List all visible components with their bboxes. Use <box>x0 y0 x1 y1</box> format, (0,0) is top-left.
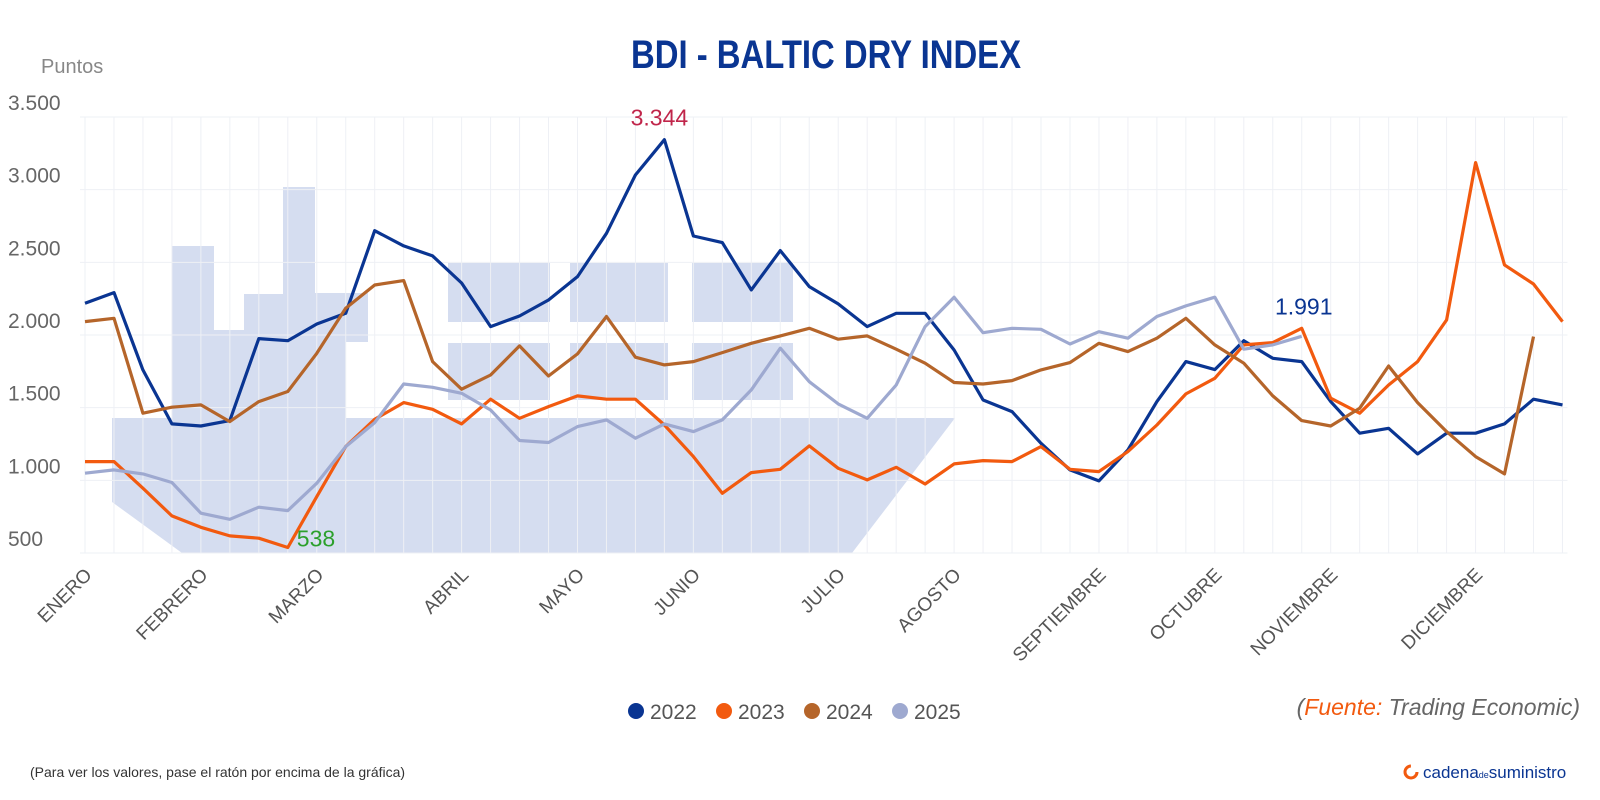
legend-item-2022: 2022 <box>628 701 697 724</box>
x-tick-label: MARZO <box>265 565 328 628</box>
series-line-2024 <box>84 279 1536 476</box>
x-tick-label: AGOSTO <box>894 565 966 637</box>
legend: 2022 2023 2024 2025 <box>628 701 961 724</box>
footer-note: (Para ver los valores, pase el ratón por… <box>30 764 405 780</box>
y-tick-label: 2.000 <box>8 310 61 333</box>
grid <box>80 116 1568 554</box>
container <box>570 343 668 400</box>
x-tick-label: ABRIL <box>419 565 473 619</box>
logo-text: cadenadesuministro <box>1423 763 1566 782</box>
container <box>692 263 793 322</box>
logo: cadenadesuministro <box>1403 763 1566 782</box>
y-tick-label: 2.500 <box>8 237 61 260</box>
legend-label: 2022 <box>650 701 697 724</box>
x-tick-label: DICIEMBRE <box>1398 565 1488 655</box>
x-tick-label: ENERO <box>34 565 97 628</box>
legend-marker-icon <box>804 703 820 719</box>
ship-chimney <box>283 187 315 418</box>
y-axis-label: Puntos <box>41 56 103 78</box>
legend-item-2023: 2023 <box>716 701 785 724</box>
x-axis: ENERO FEBRERO MARZO ABRIL MAYO JUNIO JULIO AGOS… <box>34 565 1487 666</box>
legend-label: 2023 <box>738 701 785 724</box>
x-tick-label: NOVIEMBRE <box>1247 565 1342 660</box>
ship-hull <box>112 418 955 553</box>
container <box>570 263 668 322</box>
legend-item-2025: 2025 <box>892 701 961 724</box>
data-label: 538 <box>297 525 335 551</box>
x-tick-label: JUNIO <box>650 565 705 620</box>
x-tick-label: FEBRERO <box>133 565 213 645</box>
legend-label: 2024 <box>826 701 873 724</box>
x-tick-label: OCTUBRE <box>1146 565 1227 646</box>
legend-marker-icon <box>892 703 908 719</box>
annotations: 3.344 538 1.991 <box>297 105 1333 552</box>
legend-marker-icon <box>716 703 732 719</box>
container <box>448 343 550 400</box>
ship-decoration <box>112 187 955 553</box>
logo-icon <box>1403 764 1419 780</box>
y-tick-label: 1.500 <box>8 383 61 406</box>
data-label: 3.344 <box>631 105 689 131</box>
data-label: 1.991 <box>1275 293 1333 319</box>
y-tick-label: 3.000 <box>8 165 61 188</box>
legend-marker-icon <box>628 703 644 719</box>
y-tick-label: 3.500 <box>8 92 61 115</box>
x-tick-label: SEPTIEMBRE <box>1009 565 1110 666</box>
y-tick-label: 1.000 <box>8 455 61 478</box>
container <box>448 263 550 322</box>
series-line-2025 <box>84 295 1303 521</box>
x-tick-label: MAYO <box>536 565 589 618</box>
source-text: (Fuente: Trading Economic) <box>1297 694 1580 720</box>
ship-deck <box>214 330 244 418</box>
legend-label: 2025 <box>914 701 961 724</box>
ship-tower <box>172 246 214 418</box>
legend-item-2024: 2024 <box>804 701 873 724</box>
y-axis: 500 1.000 1.500 2.000 2.500 3.000 3.500 <box>8 92 61 551</box>
series-line-2023 <box>85 161 1564 550</box>
ship-deck <box>315 293 346 418</box>
series-lines <box>84 138 1564 550</box>
chart-title: BDI - BALTIC DRY INDEX <box>631 33 1021 77</box>
ship-deck <box>244 294 283 418</box>
x-tick-label: JULIO <box>797 565 850 618</box>
y-tick-label: 500 <box>8 528 43 551</box>
series-line-2022 <box>84 138 1563 483</box>
